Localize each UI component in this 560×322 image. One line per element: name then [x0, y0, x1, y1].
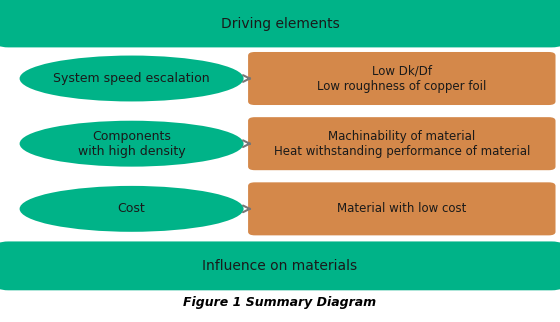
Text: Low Dk/Df
Low roughness of copper foil: Low Dk/Df Low roughness of copper foil — [317, 64, 487, 92]
Text: Influence on materials: Influence on materials — [202, 259, 358, 273]
Text: Components
with high density: Components with high density — [78, 130, 185, 158]
FancyBboxPatch shape — [248, 117, 556, 170]
Ellipse shape — [20, 56, 244, 101]
Text: Figure 1 Summary Diagram: Figure 1 Summary Diagram — [184, 296, 376, 309]
Text: Machinability of material
Heat withstanding performance of material: Machinability of material Heat withstand… — [274, 130, 530, 158]
FancyBboxPatch shape — [0, 0, 560, 47]
Ellipse shape — [20, 186, 244, 232]
Text: System speed escalation: System speed escalation — [53, 72, 210, 85]
FancyBboxPatch shape — [0, 242, 560, 290]
Ellipse shape — [20, 121, 244, 167]
Text: Driving elements: Driving elements — [221, 17, 339, 31]
FancyBboxPatch shape — [248, 52, 556, 105]
Text: Material with low cost: Material with low cost — [337, 202, 466, 215]
Text: Cost: Cost — [118, 202, 146, 215]
FancyBboxPatch shape — [248, 182, 556, 235]
